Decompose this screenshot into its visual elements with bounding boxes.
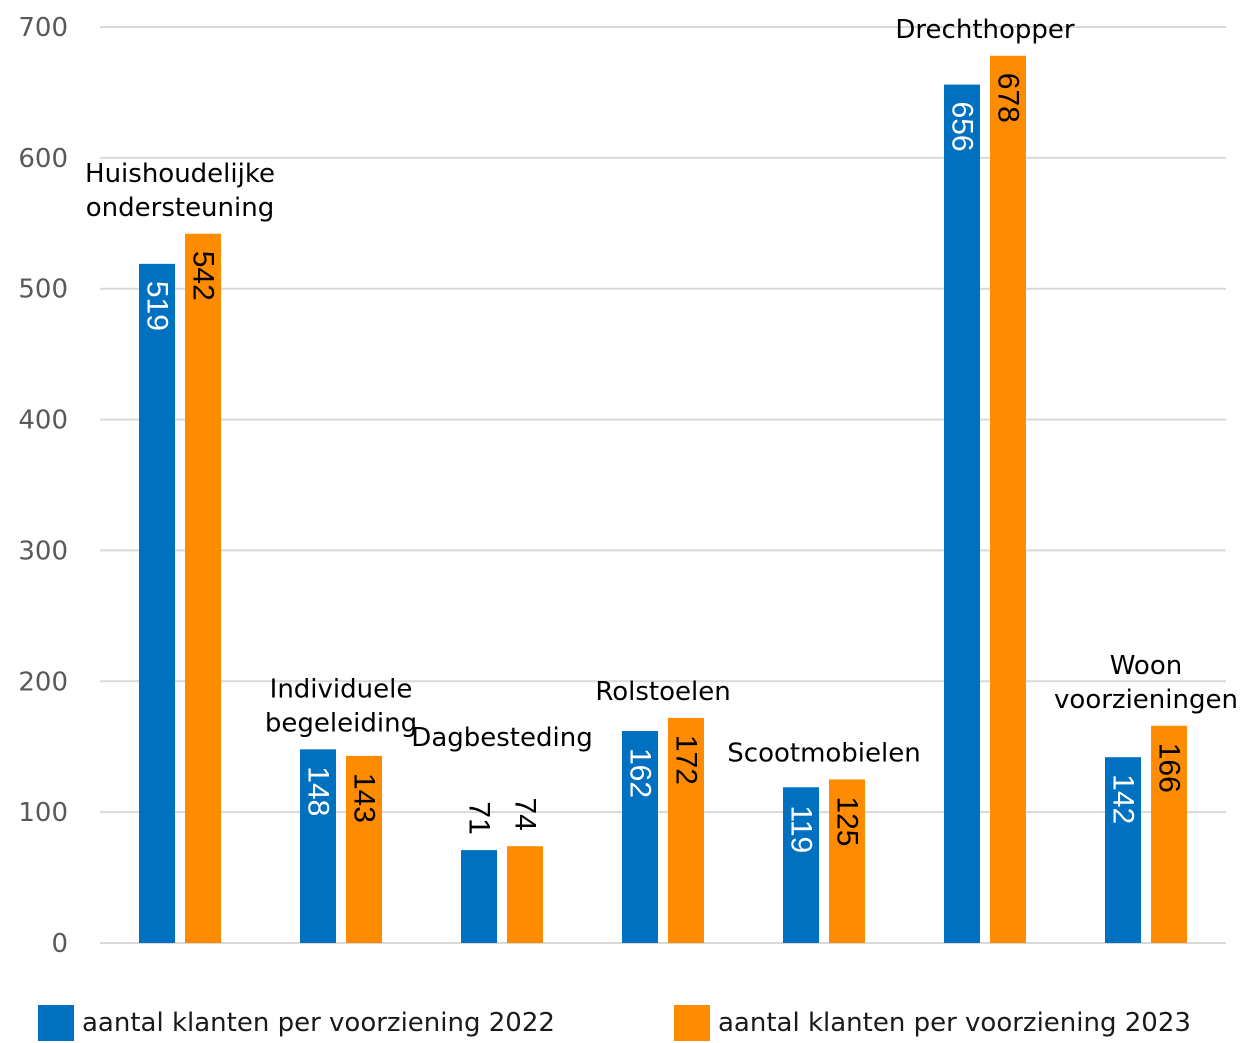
bar-2023 (1151, 725, 1187, 943)
data-label: 71 (463, 801, 496, 834)
y-tick-label: 300 (18, 536, 68, 566)
bars (139, 55, 1187, 944)
data-label: 148 (302, 766, 335, 816)
data-label: 162 (624, 748, 657, 798)
bar-2023 (990, 55, 1026, 943)
y-tick-label: 400 (18, 406, 68, 436)
bar-2022 (1105, 757, 1141, 943)
data-label: 542 (187, 251, 220, 301)
y-tick-label: 500 (18, 275, 68, 305)
category-label: Rolstoelen (595, 677, 730, 707)
data-label: 166 (1153, 743, 1186, 793)
bar-chart: 0 100 200 300 400 500 600 700 519 542 148 143 71 74 1… (18, 13, 1238, 959)
bar-2022 (944, 84, 980, 943)
category-label: Individuele begeleiding (265, 674, 417, 738)
y-tick-label: 200 (18, 667, 68, 697)
data-label: 656 (946, 102, 979, 152)
data-labels: 519 542 148 143 71 74 162 172 119 125 656 678 142 166 (141, 73, 1186, 853)
category-label: Dagbesteding (411, 723, 592, 753)
bar-2022 (783, 787, 819, 943)
data-label: 678 (992, 73, 1025, 123)
gridlines (100, 26, 1226, 944)
legend-item-2023: aantal klanten per voorziening 2023 (674, 1003, 1191, 1043)
bar-2023 (185, 233, 221, 944)
legend-item-2022: aantal klanten per voorziening 2022 (38, 1003, 555, 1043)
data-label: 142 (1107, 774, 1140, 824)
bar-2022 (461, 850, 497, 943)
y-axis: 0 100 200 300 400 500 600 700 (18, 13, 68, 959)
legend-swatch-2023 (674, 1005, 710, 1041)
y-tick-label: 0 (51, 929, 68, 959)
y-tick-label: 600 (18, 144, 68, 174)
bar-2022 (139, 263, 175, 943)
data-label: 172 (670, 735, 703, 785)
category-label: Woon voorzieningen (1054, 651, 1238, 715)
category-labels: Huishoudelijke ondersteuning Individuele be… (85, 15, 1238, 769)
category-label: Scootmobielen (727, 738, 920, 768)
data-label: 143 (348, 773, 381, 823)
bar-2023 (346, 755, 382, 943)
legend-label-2023: aantal klanten per voorziening 2023 (718, 1008, 1191, 1038)
bar-2023 (829, 779, 865, 943)
y-tick-label: 700 (18, 13, 68, 43)
data-label: 125 (831, 796, 864, 846)
y-tick-label: 100 (18, 798, 68, 828)
bar-2023 (507, 846, 543, 943)
bar-2022 (300, 749, 336, 943)
data-label: 74 (509, 797, 542, 830)
category-label: Drechthopper (895, 15, 1074, 45)
category-label: Huishoudelijke ondersteuning (85, 159, 275, 223)
data-label: 519 (141, 281, 174, 331)
bar-2022 (622, 731, 658, 943)
legend-swatch-2022 (38, 1005, 74, 1041)
data-label: 119 (785, 805, 818, 853)
legend-label-2022: aantal klanten per voorziening 2022 (82, 1008, 555, 1038)
bar-2023 (668, 717, 704, 943)
